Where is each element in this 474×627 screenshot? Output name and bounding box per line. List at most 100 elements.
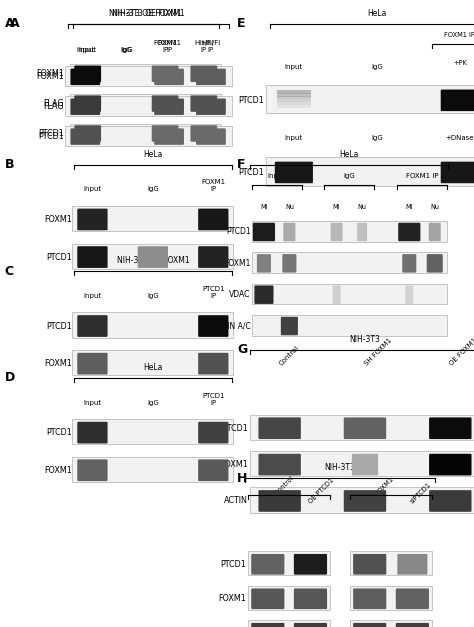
Bar <box>73 206 233 231</box>
Text: SH FOXM1: SH FOXM1 <box>367 477 395 505</box>
Text: D: D <box>5 371 15 384</box>
Text: PTCD1: PTCD1 <box>38 129 64 138</box>
Text: A: A <box>9 17 19 30</box>
FancyBboxPatch shape <box>396 623 429 627</box>
FancyBboxPatch shape <box>344 418 386 439</box>
FancyBboxPatch shape <box>77 315 108 337</box>
Bar <box>248 621 330 627</box>
Text: NIH-3T3 OE FOXM1: NIH-3T3 OE FOXM1 <box>112 9 184 18</box>
FancyBboxPatch shape <box>258 490 301 512</box>
FancyBboxPatch shape <box>427 254 443 273</box>
Text: PTCD1: PTCD1 <box>226 228 250 236</box>
FancyBboxPatch shape <box>198 460 228 481</box>
Text: OE PTCD1: OE PTCD1 <box>308 477 335 505</box>
Text: FOXM1: FOXM1 <box>218 594 246 603</box>
Text: ACTIN: ACTIN <box>224 497 248 505</box>
Text: PTCD1
IP: PTCD1 IP <box>202 286 225 299</box>
FancyBboxPatch shape <box>397 554 428 574</box>
Text: PTCD1: PTCD1 <box>222 424 248 433</box>
Text: His/Fl
IP: His/Fl IP <box>194 40 213 53</box>
Text: Input: Input <box>83 186 101 192</box>
Text: VDAC: VDAC <box>229 290 250 299</box>
FancyBboxPatch shape <box>77 209 108 230</box>
FancyBboxPatch shape <box>77 460 108 481</box>
FancyBboxPatch shape <box>71 68 100 85</box>
Bar <box>73 312 233 338</box>
FancyBboxPatch shape <box>191 125 217 142</box>
FancyBboxPatch shape <box>152 65 179 82</box>
Bar <box>73 456 233 482</box>
Text: Input: Input <box>79 47 97 53</box>
Text: FLAG: FLAG <box>43 99 64 108</box>
FancyBboxPatch shape <box>152 95 179 112</box>
Text: IgG: IgG <box>147 399 159 406</box>
FancyBboxPatch shape <box>154 68 184 85</box>
Text: A: A <box>5 17 14 30</box>
FancyBboxPatch shape <box>353 589 386 609</box>
Bar <box>248 552 330 576</box>
Text: HeLa: HeLa <box>143 150 163 159</box>
FancyBboxPatch shape <box>196 129 226 145</box>
FancyBboxPatch shape <box>71 129 100 145</box>
Bar <box>252 253 447 273</box>
Text: siPTCD1: siPTCD1 <box>410 482 433 505</box>
FancyBboxPatch shape <box>398 223 420 241</box>
Bar <box>277 102 311 105</box>
Bar <box>350 552 432 576</box>
Bar <box>277 105 311 108</box>
FancyBboxPatch shape <box>191 95 217 112</box>
FancyBboxPatch shape <box>396 589 429 609</box>
Bar <box>252 284 447 305</box>
Text: OE FOXM1: OE FOXM1 <box>448 337 474 367</box>
Bar <box>265 85 474 113</box>
Text: FLAG: FLAG <box>43 102 64 111</box>
FancyBboxPatch shape <box>402 254 416 273</box>
Text: PTCD1: PTCD1 <box>238 96 264 105</box>
Bar <box>65 96 231 116</box>
Text: FOXM1
IP: FOXM1 IP <box>153 40 177 53</box>
Text: IgG: IgG <box>120 47 132 53</box>
FancyBboxPatch shape <box>191 65 217 82</box>
Bar <box>73 419 233 445</box>
FancyBboxPatch shape <box>198 246 228 268</box>
Text: Nu: Nu <box>430 204 439 210</box>
Bar <box>70 64 221 83</box>
Text: HeLa: HeLa <box>340 150 359 159</box>
Text: NIH-3T3 OE FOXM1: NIH-3T3 OE FOXM1 <box>117 256 189 265</box>
Text: Input: Input <box>83 399 101 406</box>
Text: LAMIN A/C: LAMIN A/C <box>210 322 250 330</box>
FancyBboxPatch shape <box>283 223 295 241</box>
FancyBboxPatch shape <box>281 317 298 335</box>
FancyBboxPatch shape <box>344 490 386 512</box>
FancyBboxPatch shape <box>294 623 327 627</box>
Text: FOXM1: FOXM1 <box>36 69 64 78</box>
Text: FOXM1: FOXM1 <box>36 72 64 82</box>
Text: FOXM1: FOXM1 <box>44 215 72 224</box>
Text: FOXM1
IP: FOXM1 IP <box>201 179 225 192</box>
FancyBboxPatch shape <box>428 223 441 241</box>
Text: Nu: Nu <box>357 204 366 210</box>
Text: +DNase: +DNase <box>446 135 474 141</box>
Bar <box>350 621 432 627</box>
Bar <box>65 66 231 86</box>
FancyBboxPatch shape <box>352 454 378 475</box>
Text: C: C <box>5 265 14 278</box>
FancyBboxPatch shape <box>294 589 327 609</box>
Text: Input: Input <box>76 47 94 53</box>
FancyBboxPatch shape <box>251 589 284 609</box>
Bar <box>265 157 474 186</box>
Text: FOXM1: FOXM1 <box>44 359 72 368</box>
Text: PTCD1: PTCD1 <box>46 322 72 330</box>
FancyBboxPatch shape <box>258 454 301 475</box>
Text: G: G <box>237 343 247 356</box>
FancyBboxPatch shape <box>74 125 101 142</box>
Text: PTCD1: PTCD1 <box>220 560 246 569</box>
Bar <box>252 315 447 336</box>
FancyBboxPatch shape <box>154 129 184 145</box>
FancyBboxPatch shape <box>138 246 168 268</box>
Text: OE Control: OE Control <box>265 475 294 505</box>
Text: E: E <box>237 17 246 30</box>
Text: Mi: Mi <box>260 204 268 210</box>
FancyBboxPatch shape <box>198 353 228 374</box>
Text: IgG: IgG <box>147 186 159 192</box>
